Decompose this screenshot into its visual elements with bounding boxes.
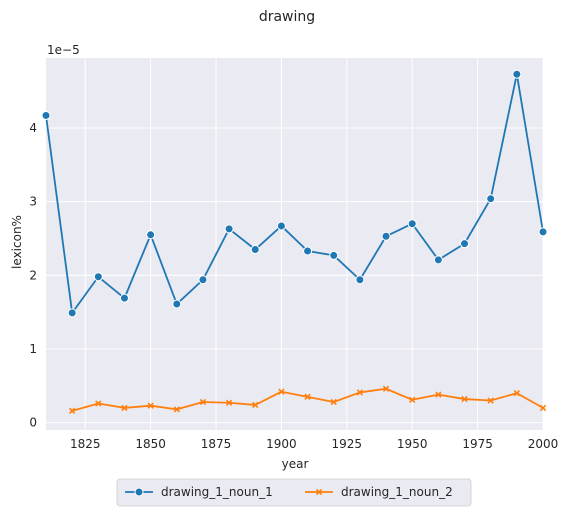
data-point [433, 255, 443, 265]
data-point [41, 110, 51, 120]
data-point [95, 400, 102, 407]
series-line [45, 73, 544, 314]
data-point [409, 396, 416, 403]
data-point [119, 293, 129, 303]
y-tick-label: 0 [29, 416, 37, 430]
x-tick-label: 1975 [462, 437, 493, 451]
legend: drawing_1_noun_1 drawing_1_noun_2 [116, 478, 472, 507]
series-1 [41, 69, 548, 318]
data-point [225, 399, 233, 406]
y-tick-label: 2 [29, 268, 37, 282]
series-2 [68, 385, 547, 415]
data-point [173, 406, 180, 413]
chart-title: drawing [259, 9, 315, 25]
y-scale-label: 1e−5 [47, 43, 80, 57]
data-point [68, 407, 76, 415]
data-point [67, 308, 77, 318]
data-point [435, 391, 442, 398]
legend-entry: drawing_1_noun_1 [125, 485, 273, 499]
data-point [539, 404, 547, 412]
data-point [146, 230, 156, 240]
data-point [486, 194, 496, 204]
data-point [487, 397, 494, 404]
legend-label: drawing_1_noun_2 [341, 485, 453, 499]
grid-lines [46, 58, 544, 430]
x-tick-label: 1875 [201, 437, 232, 451]
x-tick-label: 1925 [332, 437, 363, 451]
data-point [407, 219, 417, 229]
data-point [512, 69, 522, 79]
data-point [356, 389, 364, 396]
data-point [198, 275, 208, 285]
y-tick-label: 1 [29, 342, 37, 356]
series-layer [41, 69, 548, 415]
data-point [315, 488, 323, 496]
data-point [355, 275, 365, 285]
data-point [134, 487, 144, 497]
data-point [329, 250, 339, 260]
x-tick-label: 1900 [266, 437, 297, 451]
legend-entry: drawing_1_noun_2 [305, 485, 453, 499]
data-point [303, 246, 313, 256]
y-tick-label: 3 [29, 195, 37, 209]
data-point [461, 395, 468, 403]
y-tick-label: 4 [29, 121, 37, 135]
y-axis-label: lexicon% [10, 215, 24, 269]
x-axis-label: year [282, 457, 309, 471]
data-point [382, 385, 390, 392]
data-point [147, 402, 154, 409]
data-point [252, 401, 259, 409]
data-point [513, 390, 521, 397]
data-point [381, 231, 391, 241]
data-point [278, 388, 285, 395]
data-point [304, 393, 311, 401]
data-point [172, 299, 182, 309]
y-axis-ticks: 0 1 2 3 4 [29, 121, 37, 430]
legend-label: drawing_1_noun_1 [161, 485, 273, 499]
data-point [93, 272, 103, 282]
x-tick-label: 1850 [135, 437, 166, 451]
data-point [199, 398, 207, 406]
x-tick-label: 1825 [70, 437, 101, 451]
data-point [330, 398, 337, 406]
x-tick-label: 2000 [528, 437, 559, 451]
x-tick-label: 1950 [397, 437, 428, 451]
data-point [460, 239, 470, 249]
legend-box [116, 478, 472, 507]
data-point [224, 224, 234, 234]
x-axis-ticks: 1825 1850 1875 1900 1925 1950 1975 2000 [70, 437, 558, 451]
data-point [121, 404, 128, 412]
data-point [538, 227, 548, 237]
data-point [276, 221, 286, 231]
data-point [250, 245, 260, 255]
